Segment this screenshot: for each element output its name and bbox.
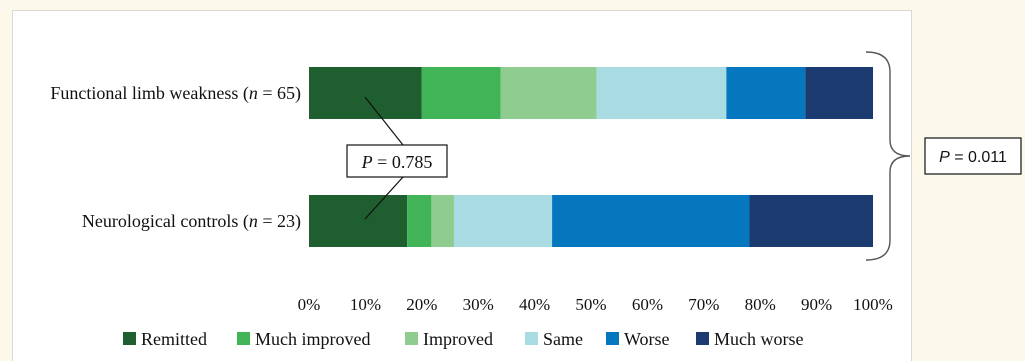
x-tick-label: 10% <box>350 295 381 314</box>
p-value-box-0011 <box>924 137 1022 175</box>
legend-swatch-improved <box>405 332 418 345</box>
stacked-bar-chart: Functional limb weakness (n = 65) Neurolo… <box>50 67 893 349</box>
bar-neurological-controls-improved <box>431 195 454 247</box>
legend-swatch-much-improved <box>237 332 250 345</box>
legend-label-worse: Worse <box>624 329 670 349</box>
x-tick-label: 50% <box>575 295 606 314</box>
x-tick-label: 90% <box>801 295 832 314</box>
bar-functional-limb-weakness-improved <box>500 67 597 119</box>
bar-functional-limb-weakness-much-improved <box>421 67 501 119</box>
x-tick-label: 100% <box>853 295 893 314</box>
p-value-box-0785 <box>346 144 448 178</box>
category-label-neurological-controls: Neurological controls (n = 23) <box>82 211 301 232</box>
x-tick-label: 60% <box>632 295 663 314</box>
legend-label-remitted: Remitted <box>141 329 207 349</box>
x-tick-label: 40% <box>519 295 550 314</box>
legend-label-same: Same <box>543 329 583 349</box>
legend-label-much-worse: Much worse <box>714 329 803 349</box>
legend-swatch-same <box>525 332 538 345</box>
bar-neurological-controls-remitted <box>309 195 408 247</box>
legend-label-improved: Improved <box>423 329 493 349</box>
bar-functional-limb-weakness-worse <box>726 67 806 119</box>
legend-swatch-much-worse <box>696 332 709 345</box>
connector-line-top <box>364 96 404 146</box>
right-curly-bracket <box>865 51 911 261</box>
category-label-functional-limb-weakness: Functional limb weakness (n = 65) <box>50 83 301 104</box>
connector-line-bottom <box>364 176 404 220</box>
bar-functional-limb-weakness-remitted <box>309 67 422 119</box>
p-value-text-0785: P = 0.785 <box>361 152 433 172</box>
x-tick-label: 80% <box>745 295 776 314</box>
bar-neurological-controls-same <box>453 195 553 247</box>
chart-panel: Functional limb weakness (n = 65) Neurolo… <box>12 10 912 361</box>
bar-neurological-controls-much-worse <box>749 195 873 247</box>
bar-functional-limb-weakness-much-worse <box>805 67 873 119</box>
x-tick-label: 20% <box>406 295 437 314</box>
x-tick-label: 30% <box>463 295 494 314</box>
legend-swatch-worse <box>606 332 619 345</box>
p-value-text-0011: P = 0.011 <box>939 149 1007 166</box>
x-tick-label: 0% <box>298 295 321 314</box>
bar-neurological-controls-worse <box>552 195 750 247</box>
x-tick-label: 70% <box>688 295 719 314</box>
legend-swatch-remitted <box>123 332 136 345</box>
bar-neurological-controls-much-improved <box>407 195 432 247</box>
bar-functional-limb-weakness-same <box>596 67 727 119</box>
legend-label-much-improved: Much improved <box>255 329 370 349</box>
